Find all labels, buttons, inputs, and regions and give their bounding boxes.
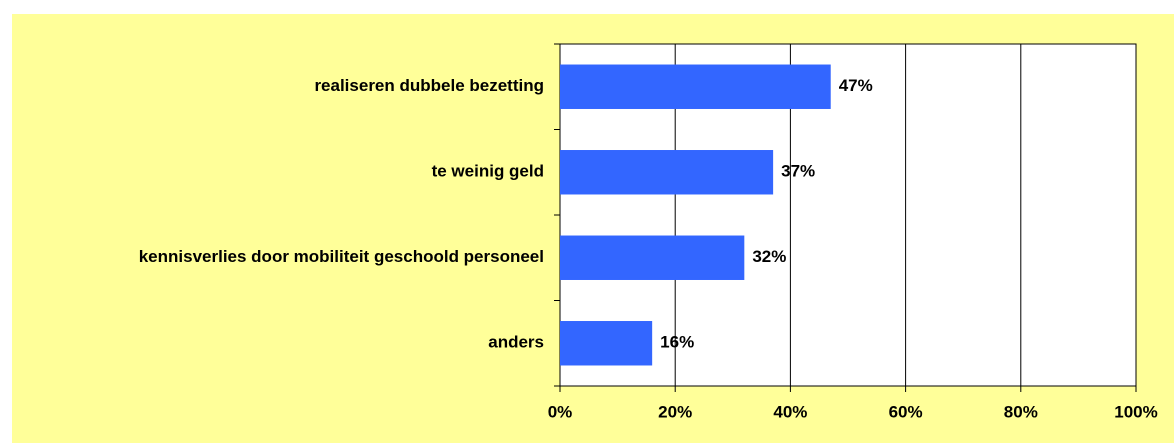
x-tick-label: 60%: [889, 402, 923, 421]
x-tick-label: 80%: [1004, 402, 1038, 421]
x-tick-label: 0%: [548, 402, 573, 421]
y-tick-label: te weinig geld: [432, 162, 544, 181]
bar: [560, 321, 653, 366]
y-tick-label: anders: [488, 333, 544, 352]
plot-border: [559, 43, 1137, 387]
bar: [560, 150, 774, 195]
x-tick-label: 40%: [773, 402, 807, 421]
y-tick-label: realiseren dubbele bezetting: [314, 76, 544, 95]
value-label: 16%: [660, 333, 694, 352]
y-tick-label: kennisverlies door mobiliteit geschoold …: [139, 247, 544, 266]
bar: [560, 235, 745, 280]
x-tick-label: 20%: [658, 402, 692, 421]
bar: [560, 64, 831, 109]
value-label: 47%: [839, 76, 873, 95]
value-label: 37%: [781, 162, 815, 181]
value-label: 32%: [752, 247, 786, 266]
x-tick-label: 100%: [1114, 402, 1157, 421]
